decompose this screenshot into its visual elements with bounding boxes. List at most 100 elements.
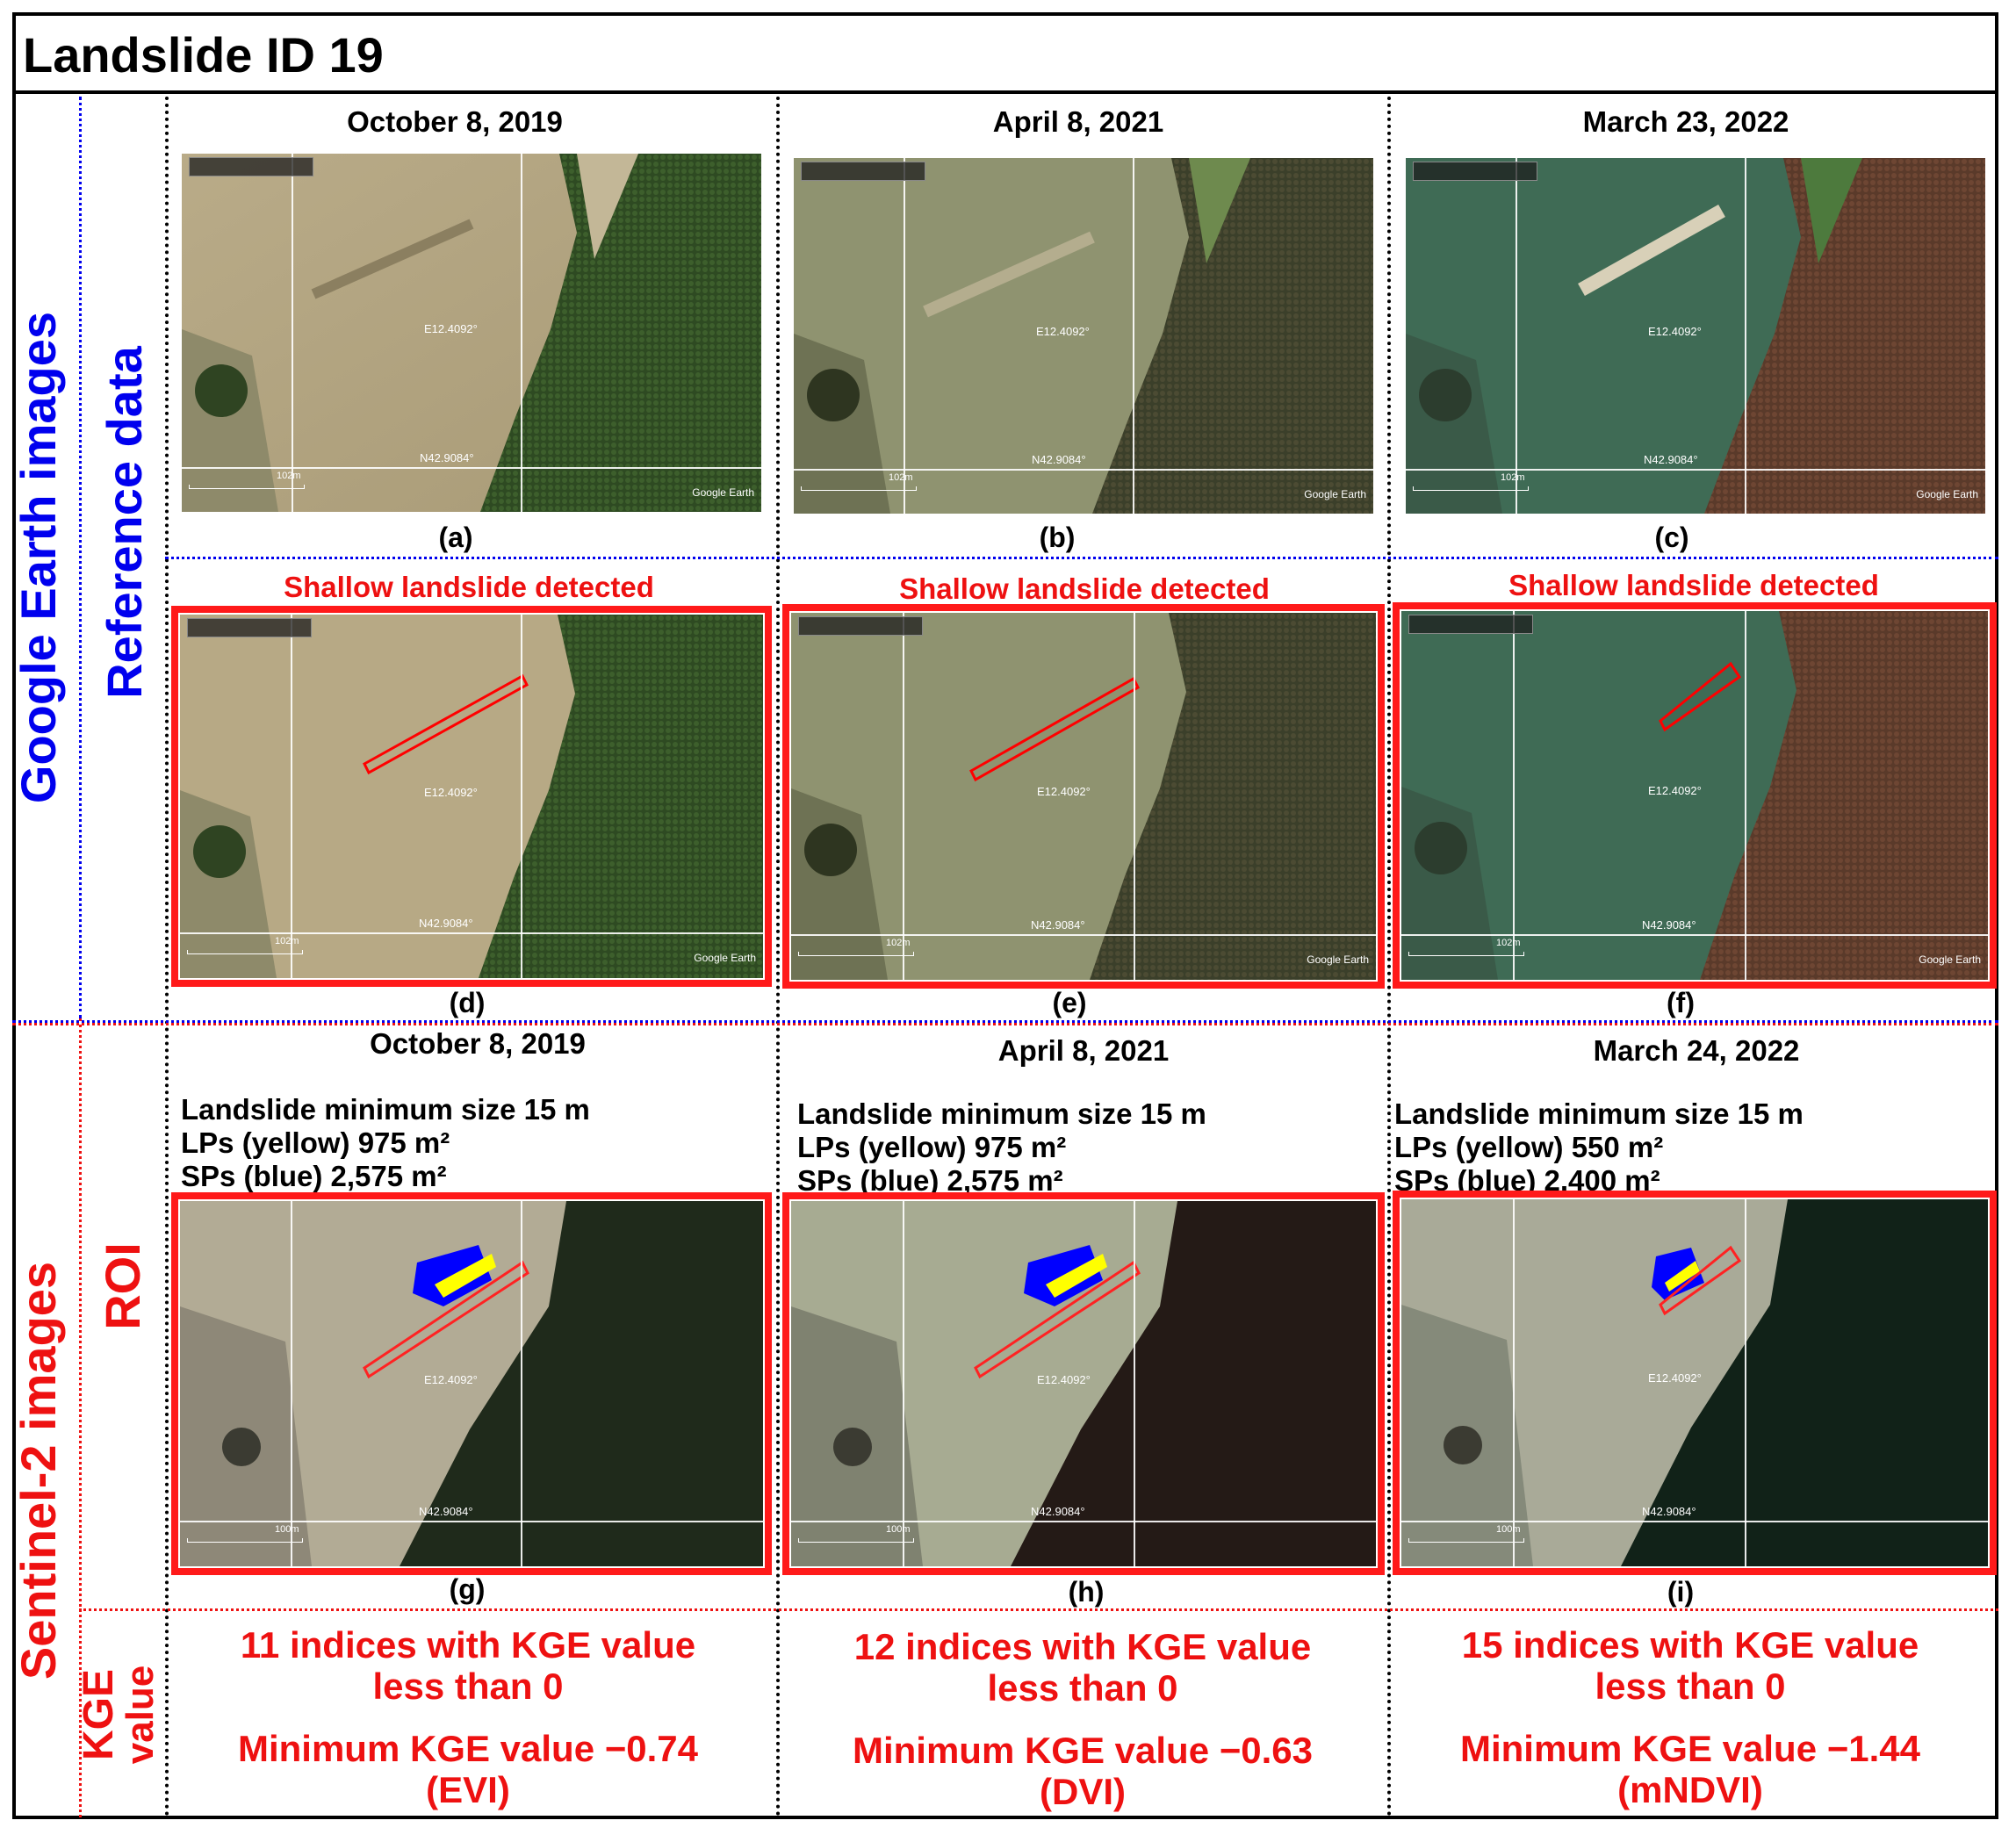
kge-h-index: (DVI) <box>1040 1771 1126 1812</box>
panel-letter-b: (b) <box>1039 522 1076 553</box>
lon-label: E12.4092° <box>424 1373 478 1386</box>
panel-letter-i: (i) <box>1667 1576 1695 1608</box>
scale-bar <box>1413 486 1529 491</box>
scale-bar <box>187 950 303 954</box>
scale-label: 100m <box>886 1524 911 1535</box>
lat-label: N42.9084° <box>420 451 474 464</box>
crosshair-horizontal-line <box>1401 1521 1988 1522</box>
kge-g-count: 11 indices with KGE value <box>240 1624 696 1666</box>
crosshair-vertical-line <box>904 158 905 514</box>
panel-letter-c: (c) <box>1654 522 1689 553</box>
detected-frame-d <box>171 606 772 987</box>
kge-g-min: Minimum KGE value −0.74 <box>237 1728 698 1769</box>
lon-label: E12.4092° <box>424 322 478 335</box>
kge-i: 15 indices with KGE value less than 0 Mi… <box>1387 1624 1993 1810</box>
crosshair-vertical-line-2 <box>521 615 522 978</box>
crosshair-horizontal-line <box>791 934 1376 936</box>
crosshair-vertical-line <box>1516 158 1517 514</box>
scale-label: 102m <box>1496 938 1521 948</box>
scale-label: 102m <box>889 472 913 483</box>
lat-label: N42.9084° <box>1032 453 1086 466</box>
crosshair-vertical-line <box>903 613 904 980</box>
separator-red-horizontal <box>79 1608 1998 1611</box>
s2-date-h: April 8, 2021 <box>997 1034 1170 1067</box>
kge-i-min: Minimum KGE value −1.44 <box>1459 1728 1920 1769</box>
crosshair-vertical-line <box>292 154 293 512</box>
ge-image-e: E12.4092° N42.9084° 102m Google Earth <box>791 613 1376 980</box>
lat-label: N42.9084° <box>1644 453 1698 466</box>
lon-label: E12.4092° <box>1648 784 1702 797</box>
ge-toolbar <box>187 618 312 637</box>
detected-frame-e <box>782 604 1385 989</box>
google-earth-logo: Google Earth <box>1307 953 1369 966</box>
crosshair-vertical-line-2 <box>1745 158 1746 514</box>
title-bar: Landslide ID 19 <box>12 12 1998 94</box>
column-separator-1 <box>165 97 169 1817</box>
ge-date-b: April 8, 2021 <box>992 105 1164 138</box>
crosshair-vertical-line-2 <box>1745 611 1746 980</box>
ge-date-a: October 8, 2019 <box>347 105 563 138</box>
lon-label: E12.4092° <box>1037 1373 1091 1386</box>
roi-frame-g <box>171 1192 772 1575</box>
kge-i-index: (mNDVI) <box>1617 1769 1763 1810</box>
roi-frame-h <box>782 1192 1385 1575</box>
crosshair-horizontal-line <box>1406 469 1985 471</box>
lat-label: N42.9084° <box>419 1505 473 1518</box>
crosshair-vertical-line-2 <box>521 154 522 512</box>
kge-h: 12 indices with KGE value less than 0 Mi… <box>780 1626 1386 1812</box>
info-g: Landslide minimum size 15 m LPs (yellow)… <box>181 1093 590 1193</box>
label-kge: KGE <box>76 1669 122 1761</box>
crosshair-horizontal-line <box>791 1521 1376 1522</box>
s2-date-g: October 8, 2019 <box>370 1027 586 1060</box>
crosshair-horizontal-line <box>180 1521 763 1522</box>
crosshair-vertical-line-2 <box>1134 1201 1135 1566</box>
lat-label: N42.9084° <box>1031 918 1085 932</box>
google-earth-logo: Google Earth <box>692 486 754 499</box>
info-g-min-size: Landslide minimum size 15 m <box>181 1093 590 1126</box>
lon-label: E12.4092° <box>1648 1371 1702 1385</box>
scale-bar <box>189 485 305 489</box>
scale-label: 102m <box>277 471 301 481</box>
google-earth-logo: Google Earth <box>1919 953 1981 966</box>
ge-image-f: E12.4092° N42.9084° 102m Google Earth <box>1401 611 1988 980</box>
scale-bar <box>187 1538 303 1543</box>
info-g-sps: SPs (blue) 2,575 m² <box>181 1160 447 1192</box>
label-value: value <box>119 1665 162 1765</box>
lat-label: N42.9084° <box>419 917 473 930</box>
label-reference-data: Reference data <box>97 346 152 699</box>
ge-toolbar <box>801 162 925 181</box>
lat-label: N42.9084° <box>1642 918 1696 932</box>
scale-bar <box>798 952 914 956</box>
info-h: Landslide minimum size 15 m LPs (yellow)… <box>797 1097 1206 1198</box>
s2-image-i: E12.4092° N42.9084° 100m <box>1401 1199 1988 1566</box>
separator-blue-horizontal <box>165 557 1998 559</box>
kge-h-min: Minimum KGE value −0.63 <box>852 1730 1313 1771</box>
s2-image-g: E12.4092° N42.9084° 100m <box>180 1201 763 1566</box>
detected-label-e: Shallow landslide detected <box>899 572 1270 605</box>
detected-label-d: Shallow landslide detected <box>284 571 654 603</box>
scale-label: 102m <box>886 938 911 948</box>
figure-frame <box>12 12 1998 1819</box>
panel-letter-g: (g) <box>449 1573 486 1605</box>
label-google-earth: Google Earth images <box>11 311 66 804</box>
ge-date-c: March 23, 2022 <box>1582 105 1789 138</box>
scale-bar <box>798 1538 914 1543</box>
crosshair-horizontal-line <box>180 932 763 934</box>
ge-toolbar <box>1413 162 1537 181</box>
crosshair-vertical-line <box>1513 611 1515 980</box>
panel-letter-h: (h) <box>1068 1576 1105 1608</box>
separator-blue-section <box>12 1020 1998 1023</box>
roi-frame-i <box>1393 1191 1997 1575</box>
separator-red-section <box>12 1023 1998 1025</box>
crosshair-vertical-line-2 <box>1134 613 1135 980</box>
scale-label: 102m <box>275 936 299 946</box>
crosshair-vertical-line-2 <box>1745 1199 1746 1566</box>
ge-image-a: E12.4092° N42.9084° 102m Google Earth <box>182 154 761 512</box>
crosshair-vertical-line <box>903 1201 904 1566</box>
scale-bar <box>801 486 917 491</box>
separator-red-vertical <box>79 1018 82 1817</box>
ge-image-c: E12.4092° N42.9084° 102m Google Earth <box>1406 158 1985 514</box>
lon-label: E12.4092° <box>424 786 478 799</box>
crosshair-horizontal-line <box>794 469 1373 471</box>
panel-letter-a: (a) <box>438 522 473 553</box>
